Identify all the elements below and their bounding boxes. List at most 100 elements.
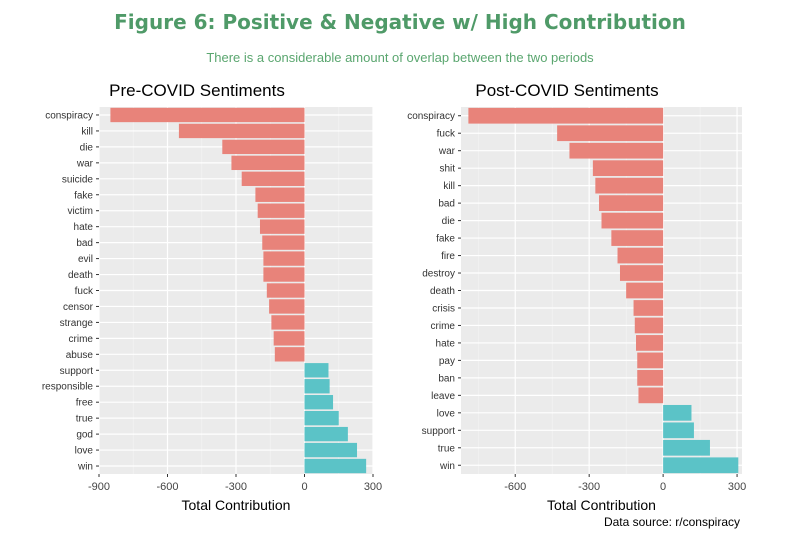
bar-negative-war [569, 142, 664, 159]
bar-positive-win [304, 458, 367, 474]
bar-negative-conspiracy [468, 107, 664, 124]
y-tick-label: war [76, 158, 94, 169]
y-tick-label: war [438, 146, 456, 157]
bar-positive-love [663, 404, 692, 421]
y-tick-label: death [430, 286, 455, 297]
bar-negative-ban [637, 370, 664, 386]
y-tick-label: win [77, 462, 93, 473]
y-tick-label: kill [81, 126, 93, 137]
bar-negative-hate [636, 335, 664, 351]
bar-negative-bad [262, 235, 305, 250]
y-tick-label: death [68, 270, 93, 281]
y-tick-label: fake [436, 234, 455, 245]
y-tick-label: true [76, 414, 94, 425]
bar-negative-death [263, 267, 305, 282]
y-tick-label: hate [74, 222, 94, 233]
panel-title: Post-COVID Sentiments [475, 81, 658, 100]
bar-negative-fuck [557, 125, 664, 142]
y-tick-label: bad [76, 238, 93, 249]
y-tick-label: conspiracy [407, 111, 455, 122]
bar-negative-kill [178, 123, 305, 139]
y-tick-label: shit [439, 164, 455, 175]
y-tick-label: fire [441, 251, 455, 262]
y-tick-label: true [438, 443, 456, 454]
x-tick-label: 0 [660, 481, 666, 493]
y-tick-label: censor [63, 302, 94, 313]
bar-negative-abuse [274, 347, 305, 362]
bar-negative-fuck [266, 283, 305, 298]
bar-negative-death [626, 282, 664, 299]
y-tick-label: ban [438, 373, 455, 384]
y-tick-label: evil [78, 254, 93, 265]
bar-negative-fake [611, 230, 664, 246]
x-tick-label: 300 [728, 481, 746, 493]
y-tick-label: win [439, 461, 455, 472]
bar-negative-die [222, 139, 305, 155]
y-tick-label: crime [431, 321, 456, 332]
x-tick-label: 300 [364, 481, 382, 493]
bar-negative-victim [257, 203, 305, 218]
x-tick-label: -300 [225, 481, 247, 493]
bar-positive-god [304, 426, 348, 442]
bar-negative-fake [255, 187, 305, 202]
y-tick-label: leave [431, 391, 455, 402]
y-tick-label: fuck [75, 286, 94, 297]
bar-negative-pay [637, 352, 664, 369]
y-tick-label: die [80, 142, 94, 153]
x-tick-label: -900 [88, 481, 110, 493]
bar-negative-die [601, 212, 664, 229]
y-tick-label: god [76, 430, 93, 441]
x-tick-label: -600 [156, 481, 178, 493]
y-tick-label: destroy [422, 269, 455, 280]
y-tick-label: victim [67, 206, 93, 217]
y-tick-label: bad [438, 199, 455, 210]
figure-subtitle: There is a considerable amount of overla… [206, 50, 594, 65]
y-tick-label: free [76, 398, 94, 409]
y-tick-label: responsible [42, 382, 94, 393]
y-tick-label: kill [443, 181, 455, 192]
bar-negative-censor [269, 299, 305, 314]
bar-negative-kill [595, 177, 664, 194]
y-tick-label: support [422, 426, 456, 437]
bar-positive-true [663, 439, 710, 456]
bar-negative-leave [638, 387, 664, 404]
x-tick-label: 0 [301, 481, 307, 493]
bar-positive-responsible [304, 379, 330, 394]
bar-negative-destroy [619, 265, 664, 281]
x-axis-label: Total Contribution [182, 497, 291, 513]
y-tick-label: support [60, 366, 94, 377]
y-tick-label: love [75, 446, 94, 457]
bar-negative-bad [599, 195, 664, 211]
bar-negative-shit [592, 160, 664, 177]
bar-positive-support [663, 422, 694, 439]
y-tick-label: hate [436, 338, 456, 349]
y-tick-label: crime [69, 334, 94, 345]
figure-title: Figure 6: Positive & Negative w/ High Co… [114, 10, 686, 34]
y-tick-label: abuse [66, 350, 94, 361]
y-tick-label: conspiracy [45, 110, 93, 121]
y-tick-label: pay [439, 356, 455, 367]
bar-negative-crime [273, 331, 305, 346]
y-tick-label: crisis [432, 303, 455, 314]
bar-positive-free [304, 395, 334, 410]
bar-positive-true [304, 410, 339, 426]
y-tick-label: die [442, 216, 456, 227]
bar-positive-win [663, 457, 739, 474]
bar-negative-suicide [241, 171, 305, 186]
bar-negative-crime [634, 317, 664, 334]
bar-negative-fire [617, 247, 664, 264]
y-tick-label: fuck [437, 129, 456, 140]
y-tick-label: suicide [62, 174, 94, 185]
bar-negative-war [231, 155, 305, 171]
data-source-note: Data source: r/conspiracy [603, 515, 740, 529]
x-tick-label: -300 [578, 481, 600, 493]
bar-negative-conspiracy [110, 107, 305, 123]
panel-title: Pre-COVID Sentiments [109, 81, 285, 100]
bar-negative-hate [259, 219, 305, 234]
bar-negative-crisis [633, 300, 664, 316]
x-tick-label: -600 [504, 481, 526, 493]
bar-negative-strange [271, 315, 305, 330]
y-tick-label: strange [60, 318, 94, 329]
x-axis-label: Total Contribution [547, 497, 656, 513]
